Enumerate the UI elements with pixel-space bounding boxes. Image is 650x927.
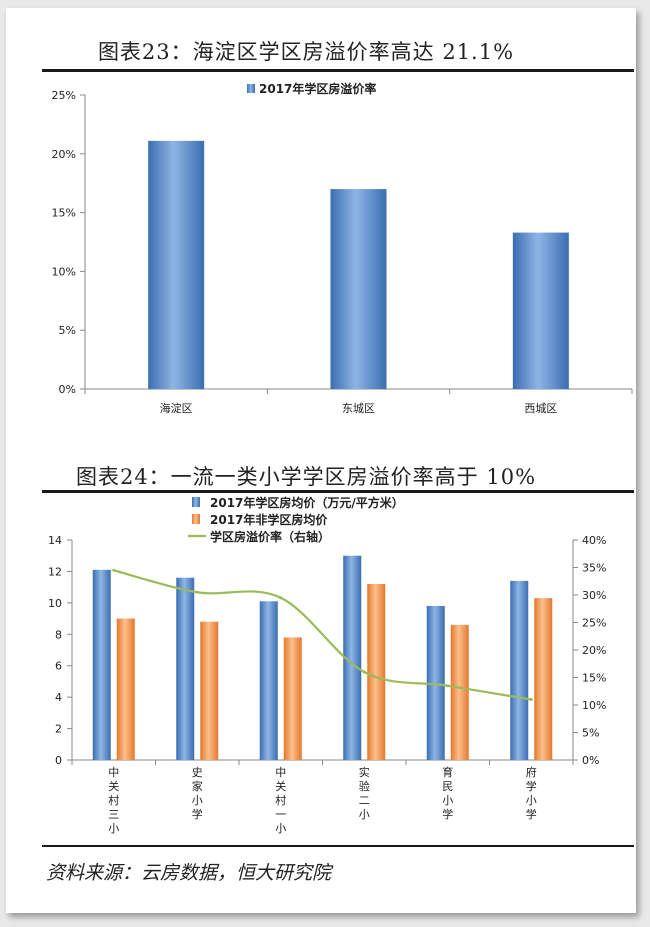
chart23-y-tick-label: 20%: [52, 148, 76, 161]
chart24-bar-school: [92, 569, 111, 760]
chart24-bar-nonschool: [367, 584, 386, 760]
chart24-x-tick-label: 育民小学: [442, 765, 453, 821]
chart24-title-rule: [42, 490, 634, 493]
chart24-bar-nonschool: [450, 624, 469, 760]
chart23-x-tick-label: 海淀区: [160, 401, 193, 415]
chart24-y-tick-label: 2: [55, 723, 62, 736]
chart24-bar-nonschool: [200, 621, 219, 760]
chart24-premium-point: [195, 590, 199, 594]
chart24-y-tick-label: 10: [48, 597, 62, 610]
chart24-x-tick-label: 中关村一小: [275, 766, 286, 835]
chart24-y2-tick-label: 30%: [582, 589, 606, 602]
chart24-x-tick-label: 中关村三小: [108, 766, 119, 835]
chart23-title-rule: [42, 69, 634, 72]
report-sheet: 图表23：海淀区学区房溢价率高达 21.1% 图表24：一流一类小学学区房溢价率…: [6, 8, 636, 913]
chart24-legend-label: 2017年非学区房均价: [210, 512, 328, 527]
chart24-y-tick-label: 6: [55, 660, 62, 673]
chart24-premium-point: [362, 670, 366, 674]
chart24-bar-school: [343, 555, 362, 760]
chart23-bar: [148, 140, 205, 389]
chart24-bar-school: [510, 580, 529, 760]
chart24-legend-label: 学区房溢价率（右轴）: [210, 529, 330, 544]
chart24-y-tick-label: 0: [55, 754, 62, 767]
chart23-legend-label: 2017年学区房溢价率: [259, 81, 376, 96]
chart24-premium-line: [113, 569, 532, 701]
chart24-y2-tick-label: 15%: [582, 672, 606, 685]
chart24-legend-swatch: [192, 497, 200, 507]
chart24-y-tick-label: 8: [55, 628, 62, 641]
chart23-y-tick-label: 5%: [59, 324, 76, 337]
chart23-bar: [330, 189, 387, 389]
chart24-premium-point: [529, 698, 533, 701]
chart23-y-tick-label: 10%: [52, 265, 76, 278]
chart24-bar-nonschool: [116, 618, 135, 760]
chart24-x-tick-label: 府学小学: [526, 765, 537, 821]
source-rule: [42, 845, 634, 847]
chart24-y2-tick-label: 0%: [582, 754, 599, 767]
chart24-premium-point: [112, 568, 116, 572]
chart23-x-tick-label: 东城区: [342, 402, 375, 415]
chart24-premium-point: [446, 684, 450, 688]
chart24-y2-tick-label: 10%: [582, 699, 606, 712]
chart24-title: 图表24：一流一类小学学区房溢价率高于 10%: [75, 465, 537, 489]
chart24-y-tick-label: 12: [48, 565, 62, 578]
chart24-bar-nonschool: [534, 598, 553, 760]
chart24-bar-school: [259, 601, 278, 760]
chart24-premium-point: [279, 596, 283, 600]
chart24-legend-swatch: [192, 514, 200, 524]
chart24-legend-label: 2017年学区房均价（万元/平方米）: [210, 495, 404, 510]
chart23-y-tick-label: 0%: [59, 383, 76, 396]
chart23-legend-swatch: [247, 84, 255, 93]
chart23-bar: [512, 232, 569, 389]
chart24-y2-tick-label: 25%: [582, 617, 606, 630]
chart23-x-tick-label: 西城区: [524, 402, 557, 415]
chart23-y-tick-label: 25%: [52, 89, 76, 102]
chart24-y2-tick-label: 5%: [582, 727, 599, 740]
chart24-bar-school: [176, 577, 195, 760]
chart24-bar-school: [426, 606, 445, 760]
chart24-bar-nonschool: [283, 637, 302, 760]
chart24-y-tick-label: 4: [55, 691, 62, 704]
chart24-y2-tick-label: 40%: [582, 534, 606, 547]
source-note: 资料来源：云房数据，恒大研究院: [46, 862, 332, 884]
chart24-y-tick-label: 14: [48, 534, 62, 547]
chart23-y-tick-label: 15%: [52, 207, 76, 220]
chart24-y2-tick-label: 35%: [582, 562, 606, 575]
chart24-x-tick-label: 实验二小: [359, 765, 370, 821]
chart23-title: 图表23：海淀区学区房溢价率高达 21.1%: [97, 40, 515, 64]
chart24-x-tick-label: 史家小学: [192, 766, 203, 821]
chart24-y2-tick-label: 20%: [582, 644, 606, 657]
